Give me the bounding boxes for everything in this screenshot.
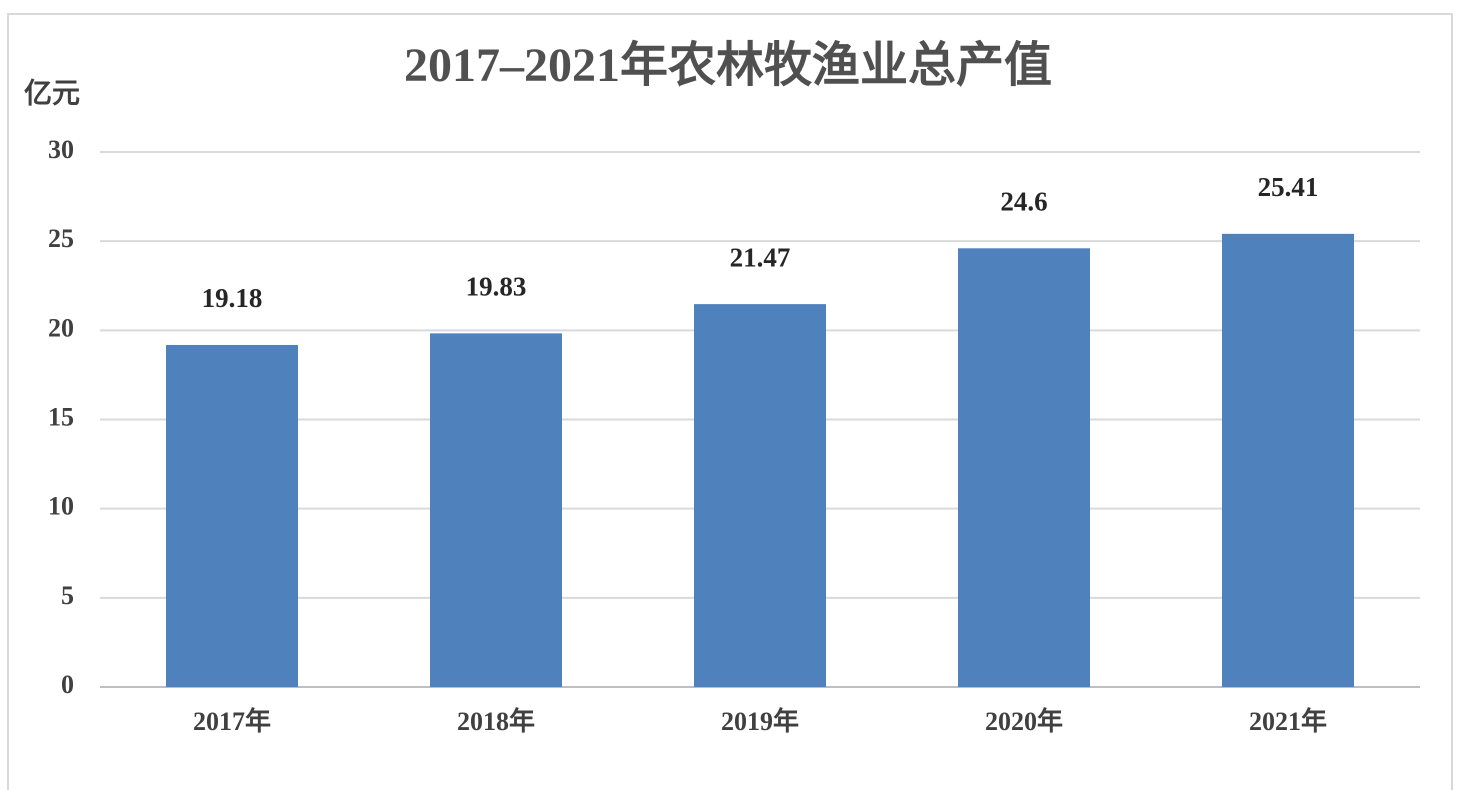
bar: [694, 304, 826, 687]
y-tick-label: 15: [48, 402, 74, 431]
x-tick-label: 2020年: [985, 706, 1063, 736]
y-tick-label: 30: [48, 135, 74, 164]
x-tick-label: 2017年: [193, 706, 271, 736]
y-tick-label: 0: [61, 670, 74, 699]
data-label: 21.47: [730, 242, 791, 272]
y-axis-label: 亿元: [24, 77, 80, 109]
bar: [166, 344, 298, 687]
y-tick-label: 25: [48, 224, 74, 253]
data-label: 25.41: [1258, 172, 1319, 202]
bar: [1222, 233, 1354, 688]
x-tick-label: 2021年: [1249, 706, 1327, 736]
data-label: 19.18: [202, 283, 263, 313]
x-tick-label: 2018年: [457, 706, 535, 736]
bar: [958, 248, 1090, 688]
y-tick-label: 20: [48, 313, 74, 342]
y-tick-label: 5: [61, 581, 74, 610]
bar: [430, 333, 562, 687]
data-label: 24.6: [1000, 187, 1047, 217]
data-label: 19.83: [466, 272, 527, 302]
y-tick-label: 10: [48, 492, 74, 521]
chart-title: 2017–2021年农林牧渔业总产值: [404, 39, 1052, 92]
x-tick-label: 2019年: [721, 706, 799, 736]
